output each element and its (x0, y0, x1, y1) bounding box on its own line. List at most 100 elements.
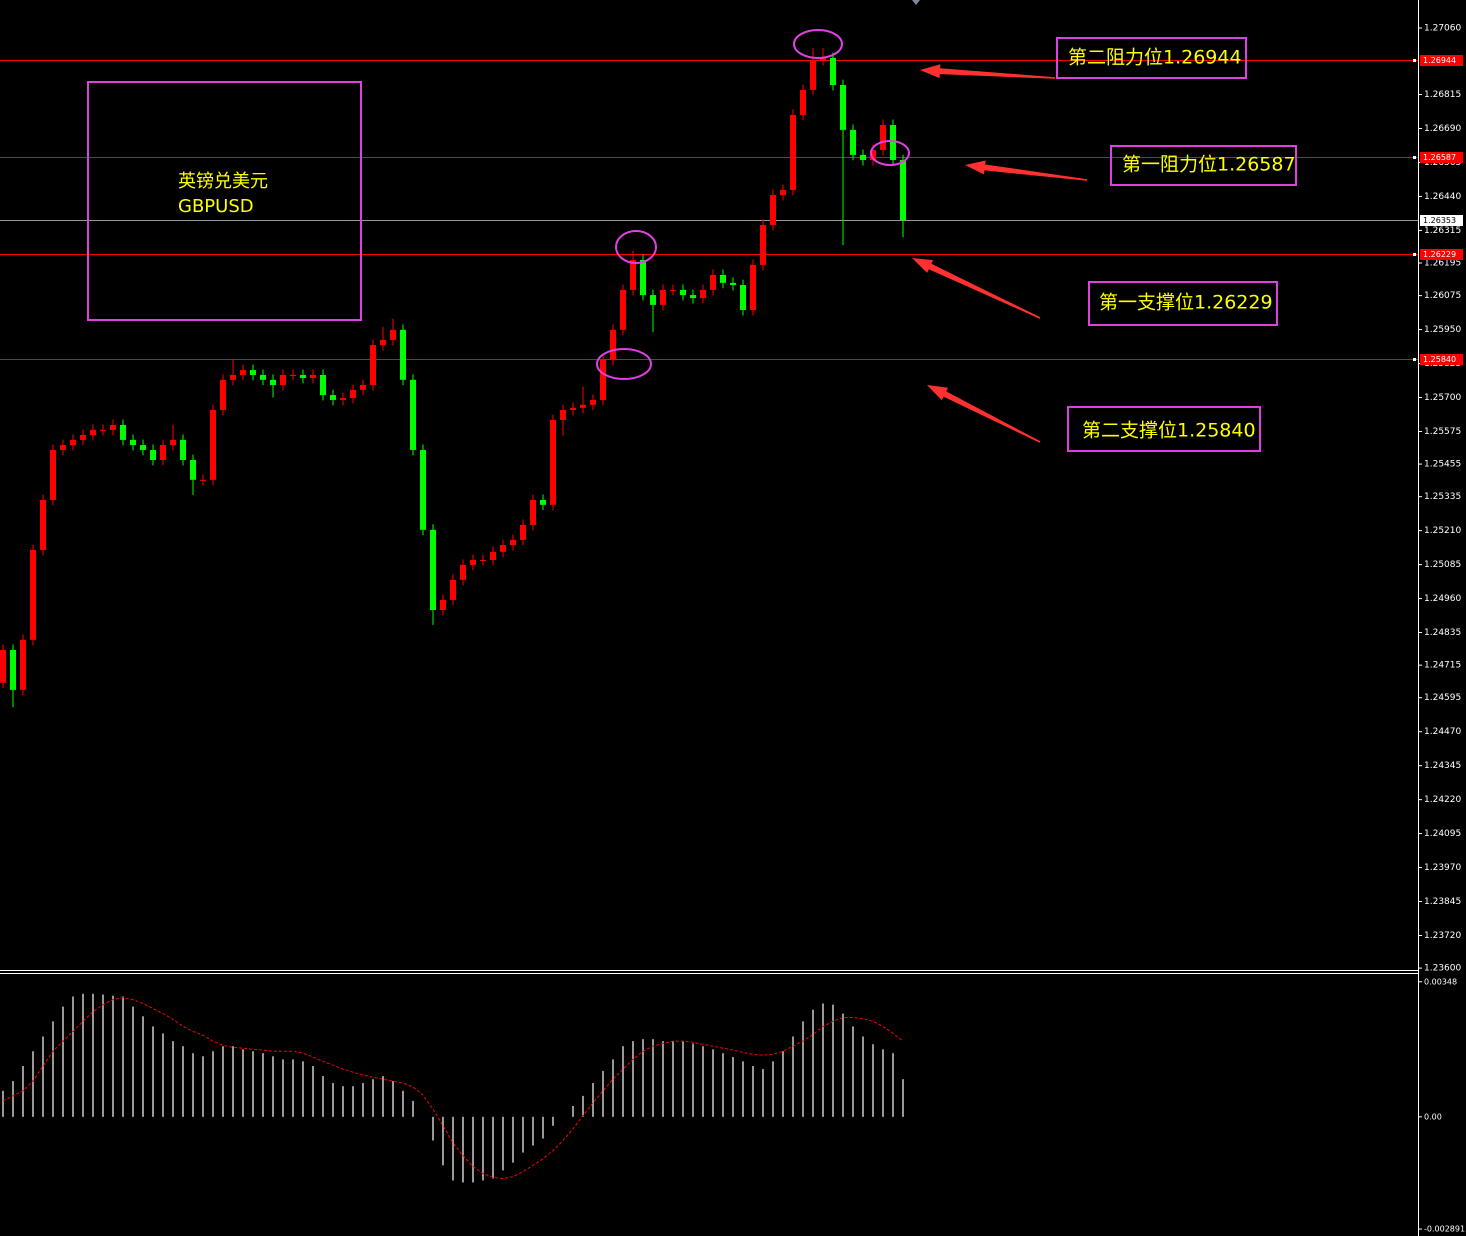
candle-body (660, 289, 666, 305)
title: 英镑兑美元 (178, 171, 268, 192)
price-tag (1420, 152, 1463, 163)
candle-body (630, 260, 636, 290)
annotation-box (1056, 37, 1247, 79)
candle-body (410, 379, 416, 450)
candle-body (80, 435, 86, 440)
candle-body (60, 445, 66, 450)
candle-body (760, 224, 766, 265)
candle-body (470, 559, 476, 565)
candle-body (870, 149, 876, 161)
y-tick-label: 1.25210 (1424, 526, 1461, 536)
candle-body (130, 439, 136, 446)
candle-body (550, 420, 556, 505)
annotation: 第二支撑位1.25840 (1082, 420, 1256, 442)
candle-body (480, 559, 486, 561)
tag-dot (1413, 358, 1416, 361)
candle-body (600, 360, 606, 400)
candle-body (490, 551, 496, 560)
candle-body (260, 374, 266, 380)
candle-body (730, 282, 736, 286)
candle-body (810, 60, 816, 90)
candle-body (170, 439, 176, 446)
shift-marker (912, 0, 920, 5)
y-tick-label: 1.25575 (1424, 427, 1461, 437)
y-tick-label: 1.23720 (1424, 931, 1461, 941)
candle-body (840, 85, 846, 130)
candle-body (720, 274, 726, 283)
candle-body (510, 539, 516, 546)
candle-body (500, 545, 506, 552)
y-tick-label: 1.24345 (1424, 761, 1461, 771)
candle-body (200, 479, 206, 481)
candle-body (190, 460, 196, 480)
annotation-box (1110, 145, 1297, 186)
price-tag-label: 1.26944 (1423, 56, 1456, 65)
candle-body (40, 499, 46, 550)
candle-body (290, 374, 296, 376)
candle-body (280, 374, 286, 386)
y-tick-label: 1.25950 (1424, 325, 1461, 335)
plot: 1.270601.268151.266901.265651.264401.263… (0, 23, 1465, 1234)
candle-body (590, 399, 596, 405)
candle-body (360, 385, 366, 390)
candle-body (740, 285, 746, 311)
y-tick-label: 1.26315 (1424, 226, 1461, 236)
candle-body (620, 289, 626, 330)
candle-body (400, 329, 406, 380)
candle-body (20, 639, 26, 690)
y-tick-label: -0.002891 (1424, 1225, 1465, 1234)
candle-body (430, 529, 436, 610)
y-tick-label: 1.23845 (1424, 897, 1461, 907)
candle-body (520, 524, 526, 540)
y-tick-label: 1.24595 (1424, 693, 1461, 703)
annotation: 第一阻力位1.26587 (1122, 154, 1296, 176)
candle-body (440, 599, 446, 610)
y-tick-label: 0.00 (1424, 1112, 1442, 1121)
y-tick-label: 1.24715 (1424, 661, 1461, 671)
candle-body (790, 114, 796, 190)
subtitle: GBPUSD (178, 196, 254, 217)
candle-body (320, 374, 326, 396)
candle-body (690, 295, 696, 299)
candle-body (110, 424, 116, 430)
candle-body (770, 195, 776, 225)
y-tick-label: 1.24835 (1424, 628, 1461, 638)
y-tick-label: 1.24960 (1424, 594, 1461, 604)
annotation-box (1067, 406, 1261, 452)
candle-body (420, 449, 426, 530)
title-box (87, 81, 362, 321)
candle-body (340, 398, 346, 400)
highlight-ellipse (793, 29, 843, 59)
candle-body (350, 389, 356, 399)
candle-body (100, 429, 106, 431)
candle-body (150, 449, 156, 461)
price-tag (1420, 215, 1463, 226)
candle-body (850, 129, 856, 155)
candle-body (70, 439, 76, 446)
candle-body (180, 439, 186, 461)
y-tick-label: 1.26440 (1424, 192, 1461, 202)
y-tick-label: 1.26690 (1424, 124, 1461, 134)
candle-body (880, 124, 886, 150)
price-tag (1420, 55, 1463, 66)
y-tick-label: 1.24220 (1424, 795, 1461, 805)
highlight-ellipse (615, 230, 657, 264)
y-tick-label: 1.25085 (1424, 560, 1461, 570)
y-tick-label: 1.26195 (1424, 259, 1461, 269)
price-tag-label: 1.26353 (1423, 216, 1456, 225)
candle-body (120, 424, 126, 440)
candle-body (570, 407, 576, 411)
arrow (965, 160, 1088, 181)
candle-body (30, 549, 36, 640)
tag-dot (1413, 253, 1416, 256)
candle-body (830, 57, 836, 86)
price-tag-label: 1.25840 (1423, 355, 1456, 364)
candle-body (700, 289, 706, 299)
candle-body (270, 379, 276, 386)
candle-body (610, 329, 616, 361)
candle-body (890, 124, 896, 161)
y-tick-label: 1.26075 (1424, 291, 1461, 301)
candle-body (460, 564, 466, 580)
candle-body (140, 445, 146, 450)
